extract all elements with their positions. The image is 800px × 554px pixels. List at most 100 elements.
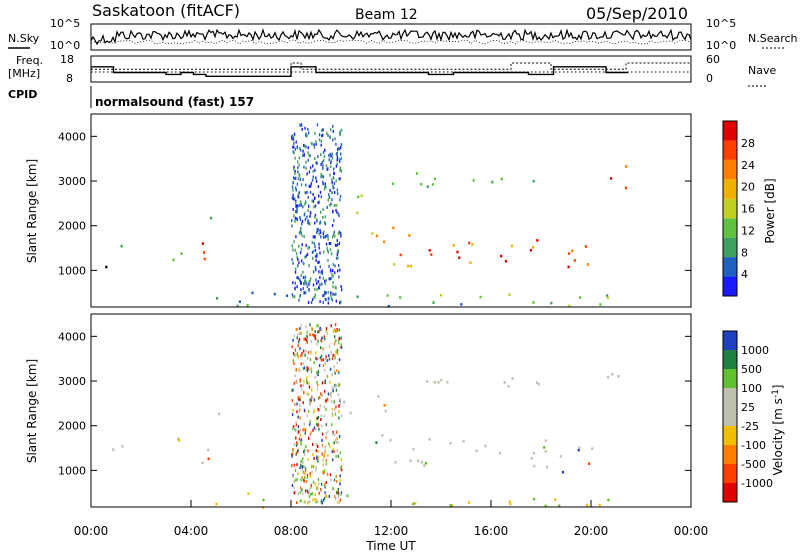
- heatmap-cell: [336, 210, 338, 214]
- heatmap-cell: [507, 384, 510, 388]
- heatmap-cell: [319, 231, 322, 235]
- heatmap-cell: [299, 177, 302, 181]
- heatmap-cell: [322, 232, 324, 235]
- heatmap-cell: [296, 207, 298, 211]
- heatmap-cell: [314, 337, 317, 341]
- heatmap-cell: [321, 381, 324, 385]
- heatmap-cell: [315, 161, 317, 165]
- heatmap-cell: [300, 478, 302, 482]
- heatmap-cell: [321, 336, 323, 340]
- heatmap-cell: [304, 337, 306, 341]
- heatmap-cell: [606, 296, 610, 300]
- heatmap-cell: [340, 285, 342, 288]
- heatmap-cell: [320, 501, 322, 504]
- colorbar-segment: [723, 426, 737, 445]
- heatmap-cell: [317, 383, 319, 387]
- heatmap-cell: [333, 369, 335, 373]
- heatmap-cell: [337, 338, 339, 342]
- heatmap-cell: [308, 184, 310, 188]
- heatmap-cell: [331, 224, 334, 227]
- heatmap-cell: [292, 359, 294, 362]
- heatmap-cell: [332, 176, 335, 180]
- heatmap-cell: [315, 351, 317, 355]
- heatmap-cell: [330, 165, 332, 169]
- heatmap-cell: [316, 339, 319, 342]
- heatmap-cell: [324, 357, 326, 361]
- heatmap-cell: [322, 358, 324, 362]
- heatmap-cell: [309, 492, 313, 496]
- nsearch-label: N.Search: [748, 32, 798, 45]
- heatmap-cell: [294, 287, 296, 291]
- ytick-label: 1000: [58, 464, 86, 477]
- heatmap-cell: [337, 243, 339, 247]
- heatmap-cell: [293, 197, 295, 201]
- heatmap-cell: [337, 146, 340, 150]
- heatmap-cell: [291, 388, 293, 392]
- heatmap-cell: [318, 330, 320, 334]
- heatmap-cell: [412, 447, 415, 451]
- heatmap-cell: [568, 304, 571, 308]
- colorbar-segment: [723, 179, 737, 199]
- heatmap-cell: [426, 380, 429, 383]
- heatmap-cell: [315, 442, 317, 446]
- heatmap-cell: [332, 124, 334, 128]
- heatmap-cell: [295, 176, 297, 180]
- heatmap-cell: [304, 200, 307, 204]
- heatmap-cell: [343, 400, 346, 404]
- heatmap-cell: [386, 294, 389, 297]
- heatmap-cell: [335, 388, 338, 392]
- heatmap-cell: [508, 293, 511, 297]
- heatmap-cell: [319, 229, 321, 233]
- ytick-label: 3000: [58, 375, 86, 388]
- heatmap-cell: [319, 190, 322, 194]
- heatmap-cell: [328, 264, 330, 268]
- heatmap-cell: [291, 484, 294, 487]
- heatmap-cell: [316, 227, 318, 231]
- heatmap-cell: [304, 500, 306, 504]
- heatmap-cell: [479, 295, 482, 299]
- heatmap-cell: [407, 264, 410, 268]
- heatmap-cell: [300, 288, 302, 292]
- heatmap-cell: [308, 170, 311, 174]
- heatmap-cell: [303, 235, 305, 239]
- colorbar-segment: [723, 140, 737, 160]
- heatmap-cell: [339, 482, 341, 486]
- heatmap-cell: [302, 492, 304, 496]
- heatmap-cell: [300, 440, 302, 444]
- heatmap-cell: [415, 172, 419, 175]
- colorbar-segment: [723, 388, 737, 407]
- heatmap-cell: [296, 402, 298, 406]
- heatmap-cell: [330, 391, 332, 395]
- heatmap-cell: [308, 153, 310, 157]
- heatmap-cell: [544, 439, 547, 442]
- heatmap-cell: [310, 351, 312, 355]
- heatmap-cell: [312, 192, 314, 196]
- heatmap-cell: [333, 399, 335, 403]
- heatmap-cell: [330, 154, 332, 158]
- heatmap-cell: [303, 337, 305, 341]
- heatmap-cell: [301, 220, 304, 223]
- ytick-label: 1000: [58, 264, 86, 277]
- heatmap-cell: [412, 502, 415, 506]
- colorbar-segment: [723, 276, 737, 296]
- heatmap-cell: [291, 244, 293, 248]
- heatmap-cell: [291, 219, 293, 222]
- heatmap-cell: [303, 408, 306, 412]
- heatmap-cell: [584, 245, 587, 248]
- heatmap-cell: [295, 235, 297, 239]
- heatmap-cell: [543, 446, 546, 449]
- heatmap-cell: [307, 158, 309, 162]
- heatmap-cell: [456, 250, 459, 254]
- heatmap-cell: [305, 338, 308, 342]
- heatmap-cell: [313, 205, 315, 209]
- ytick-label: 4000: [58, 330, 86, 343]
- heatmap-cell: [330, 242, 332, 245]
- heatmap-cell: [334, 264, 336, 268]
- heatmap-cell: [327, 454, 329, 457]
- heatmap-cell: [318, 396, 320, 400]
- heatmap-cell: [332, 432, 334, 436]
- xtick-label: 08:00: [274, 524, 309, 538]
- cpid-panel: normalsound (fast) 157: [90, 86, 254, 109]
- heatmap-cell: [533, 451, 536, 455]
